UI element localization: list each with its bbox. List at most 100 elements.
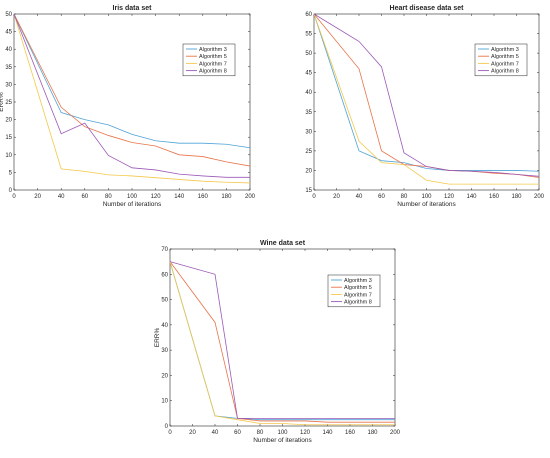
iris-y-tick-label: 0 [9, 188, 13, 194]
wine-x-axis-label: Number of iterations [253, 437, 312, 444]
wine-x-tick-label: 0 [168, 430, 172, 436]
heart-legend-entry: Algorithm 7 [491, 61, 519, 67]
iris-series-line-algorithm-3 [13, 13, 251, 149]
heart-x-tick-label: 60 [378, 194, 385, 200]
heart-y-tick-label: 40 [305, 90, 312, 96]
heart-x-tick-label: 100 [421, 194, 432, 200]
heart-x-tick-label: 40 [356, 194, 363, 200]
heart-series-line-algorithm-3 [313, 13, 540, 172]
iris-y-tick-label: 30 [5, 82, 12, 88]
heart-x-tick-label: 0 [312, 194, 316, 200]
wine-x-tick-label: 200 [390, 430, 401, 436]
heart-y-tick-label: 45 [305, 71, 312, 77]
wine-y-tick-label: 10 [161, 399, 168, 405]
heart-y-tick-label: 25 [305, 149, 312, 155]
iris-y-tick-label: 20 [5, 118, 12, 124]
iris-x-tick-label: 200 [245, 194, 256, 200]
iris-x-tick-label: 120 [151, 194, 162, 200]
wine-legend-entry: Algorithm 8 [344, 300, 372, 306]
heart-x-tick-label: 200 [534, 194, 545, 200]
iris-plot-area [13, 13, 251, 191]
wine-y-tick-label: 0 [165, 424, 169, 430]
heart-x-tick-label: 140 [466, 194, 477, 200]
iris-series-line-algorithm-5 [13, 13, 251, 167]
wine-legend-entry: Algorithm 3 [344, 278, 372, 284]
heart-x-tick-label: 20 [333, 194, 340, 200]
heart-plot-area [313, 13, 540, 191]
heart-chart-title: Heart disease data set [390, 5, 465, 12]
wine-y-tick-label: 70 [161, 247, 168, 253]
iris-y-tick-label: 5 [9, 170, 13, 176]
iris-y-tick-label: 15 [5, 135, 12, 141]
heart-x-axis-label: Number of iterations [397, 201, 456, 208]
heart-x-tick-label: 160 [489, 194, 500, 200]
wine-x-tick-label: 80 [257, 430, 264, 436]
iris-y-tick-label: 40 [5, 47, 12, 53]
wine-x-tick-label: 140 [322, 430, 333, 436]
heart-x-tick-label: 120 [444, 194, 455, 200]
wine-chart-title: Wine data set [260, 240, 306, 247]
heart-y-tick-label: 55 [305, 32, 312, 38]
wine-x-tick-label: 180 [367, 430, 378, 436]
heart-x-tick-label: 180 [511, 194, 522, 200]
iris-legend-entry: Algorithm 5 [199, 54, 227, 60]
iris-x-tick-label: 160 [198, 194, 209, 200]
wine-series-line-algorithm-5 [169, 261, 395, 423]
wine-legend-entry: Algorithm 5 [344, 285, 372, 291]
wine-x-tick-label: 20 [189, 430, 196, 436]
iris-y-tick-label: 35 [5, 65, 12, 71]
iris-x-tick-label: 80 [105, 194, 112, 200]
iris-y-tick-label: 45 [5, 30, 12, 36]
iris-x-tick-label: 40 [58, 194, 65, 200]
wine-y-tick-label: 50 [161, 298, 168, 304]
wine-x-tick-label: 40 [212, 430, 219, 436]
wine-series-line-algorithm-7 [169, 261, 395, 426]
wine-x-tick-label: 120 [300, 430, 311, 436]
chart-heart-disease: Heart disease data set 0 20 40 60 80 100 120 140… [305, 5, 544, 208]
iris-y-tick-label: 10 [5, 153, 12, 159]
heart-y-tick-label: 15 [305, 188, 312, 194]
wine-series-line-algorithm-8 [169, 261, 395, 419]
wine-x-tick-label: 160 [345, 430, 356, 436]
iris-x-tick-label: 0 [12, 194, 16, 200]
heart-legend-entry: Algorithm 8 [491, 69, 519, 75]
wine-y-tick-label: 20 [161, 373, 168, 379]
wine-x-tick-label: 100 [277, 430, 288, 436]
iris-x-axis-label: Number of iterations [103, 201, 162, 208]
iris-x-tick-label: 140 [174, 194, 185, 200]
heart-series-line-algorithm-7 [313, 13, 539, 185]
heart-y-tick-label: 20 [305, 168, 312, 174]
iris-legend-entry: Algorithm 3 [199, 47, 227, 53]
iris-x-tick-label: 100 [127, 194, 138, 200]
wine-legend-entry: Algorithm 7 [344, 292, 372, 298]
iris-x-tick-label: 60 [81, 194, 88, 200]
heart-y-tick-label: 30 [305, 129, 312, 135]
iris-series-line-algorithm-7 [13, 13, 251, 184]
heart-y-tick-label: 35 [305, 110, 312, 116]
wine-y-axis-label: ERR% [154, 328, 161, 348]
wine-y-tick-label: 40 [161, 323, 168, 329]
iris-x-tick-label: 20 [34, 194, 41, 200]
wine-series-line-algorithm-3 [169, 261, 395, 421]
iris-y-axis-label: ERR% [0, 92, 5, 112]
wine-y-tick-label: 30 [161, 348, 168, 354]
wine-y-tick-label: 60 [161, 272, 168, 278]
iris-y-tick-label: 25 [5, 100, 12, 106]
iris-legend-entry: Algorithm 8 [199, 69, 227, 75]
heart-legend-entry: Algorithm 3 [491, 47, 519, 53]
iris-x-tick-label: 180 [221, 194, 232, 200]
iris-legend-entry: Algorithm 7 [199, 61, 227, 67]
heart-series-line-algorithm-8 [313, 13, 540, 177]
wine-x-tick-label: 60 [234, 430, 241, 436]
iris-chart-title: Iris data set [113, 5, 153, 12]
heart-y-tick-label: 50 [305, 51, 312, 57]
iris-series-line-algorithm-8 [13, 13, 250, 178]
heart-y-tick-label: 60 [305, 12, 312, 18]
heart-legend-entry: Algorithm 5 [491, 54, 519, 60]
iris-y-tick-label: 50 [5, 12, 12, 18]
